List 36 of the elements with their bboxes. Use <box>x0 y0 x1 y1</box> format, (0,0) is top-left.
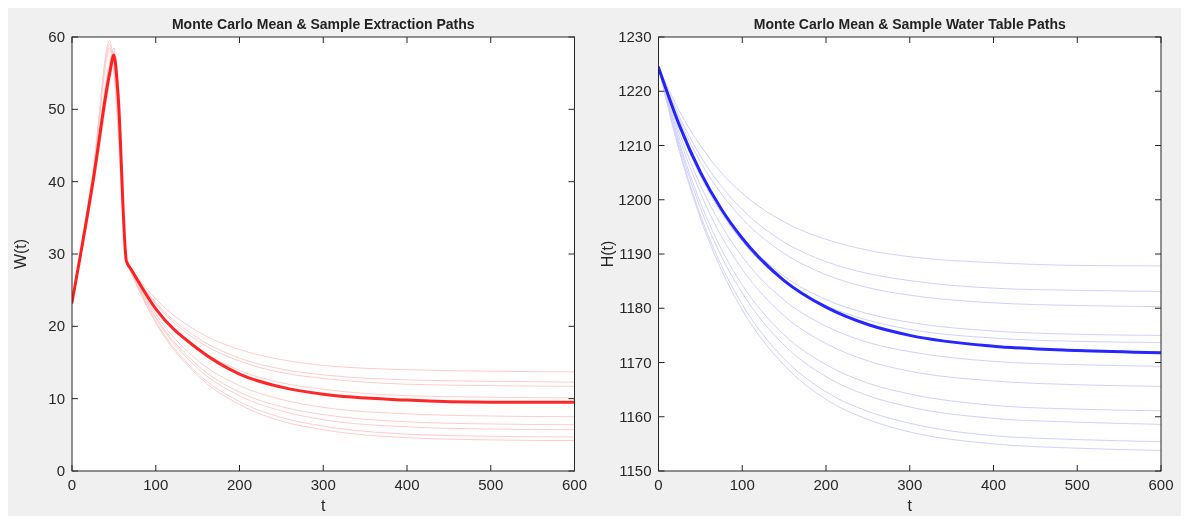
y-tick-label: 1230 <box>618 28 652 45</box>
x-tick-label: 500 <box>478 476 504 493</box>
x-tick-label: 0 <box>67 476 77 493</box>
x-tick-label: 200 <box>813 476 839 493</box>
y-tick-label: 50 <box>48 100 65 118</box>
y-tick-label: 1150 <box>619 462 652 479</box>
x-tick-label: 400 <box>394 476 420 493</box>
y-tick-label: 1160 <box>619 407 652 425</box>
x-axis-title: t <box>321 497 327 514</box>
y-tick-label: 30 <box>48 245 65 262</box>
x-tick-label: 500 <box>1064 476 1090 493</box>
x-tick-label: 600 <box>561 476 588 493</box>
x-tick-label: 300 <box>897 476 923 493</box>
y-tick-label: 1190 <box>619 245 652 262</box>
y-tick-label: 1220 <box>618 82 652 100</box>
y-tick-label: 40 <box>48 172 65 190</box>
x-tick-label: 400 <box>980 476 1007 493</box>
y-tick-label: 20 <box>48 317 65 335</box>
x-tick-label: 100 <box>729 476 755 493</box>
x-tick-label: 200 <box>226 476 253 493</box>
chart-title: Monte Carlo Mean & Sample Extraction Paths <box>171 16 475 32</box>
x-tick-label: 300 <box>310 476 336 493</box>
y-tick-label: 1210 <box>618 136 652 154</box>
y-tick-label: 10 <box>48 389 65 407</box>
y-tick-label: 1200 <box>618 190 652 208</box>
y-tick-label: 60 <box>48 28 65 45</box>
chart-title: Monte Carlo Mean & Sample Water Table Paths <box>753 16 1066 32</box>
y-axis-title: W(t) <box>12 238 29 270</box>
y-tick-label: 0 <box>56 462 65 479</box>
y-tick-label: 1180 <box>619 299 652 317</box>
x-tick-label: 600 <box>1148 476 1174 493</box>
x-tick-label: 100 <box>143 476 169 493</box>
x-tick-label: 0 <box>654 476 663 493</box>
x-axis-title: t <box>907 497 913 514</box>
y-axis-title: H(t) <box>598 240 616 268</box>
y-tick-label: 1170 <box>619 353 652 371</box>
